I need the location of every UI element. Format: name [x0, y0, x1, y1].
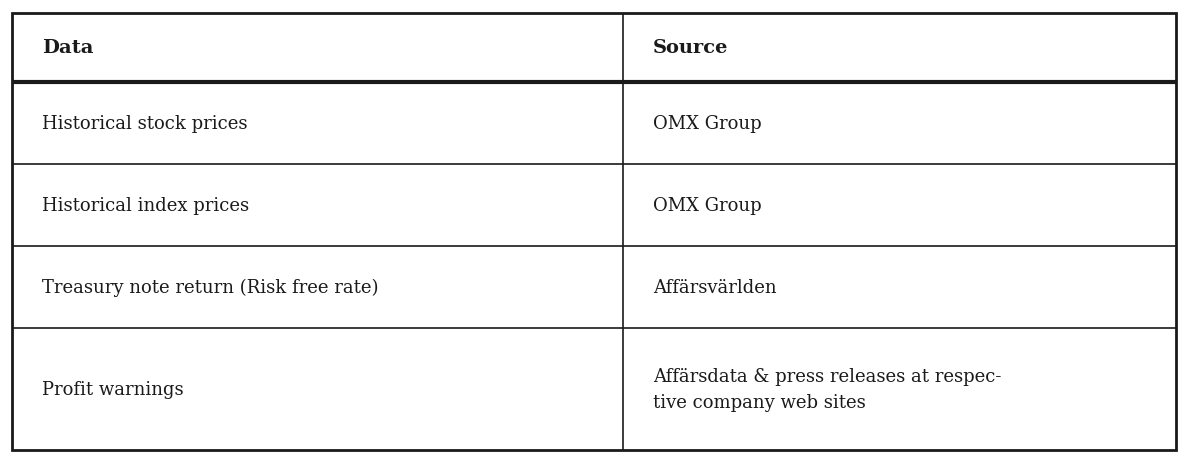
Text: tive company web sites: tive company web sites — [653, 394, 866, 411]
Text: Data: Data — [42, 40, 93, 57]
Text: Affärsdata & press releases at respec-: Affärsdata & press releases at respec- — [653, 367, 1001, 385]
Text: Treasury note return (Risk free rate): Treasury note return (Risk free rate) — [42, 278, 378, 296]
Text: Source: Source — [653, 40, 728, 57]
Text: Historical stock prices: Historical stock prices — [42, 115, 247, 133]
Text: OMX Group: OMX Group — [653, 115, 762, 133]
Text: Profit warnings: Profit warnings — [42, 380, 183, 398]
Text: Affärsvärlden: Affärsvärlden — [653, 278, 777, 296]
Text: OMX Group: OMX Group — [653, 197, 762, 214]
Text: Historical index prices: Historical index prices — [42, 197, 248, 214]
